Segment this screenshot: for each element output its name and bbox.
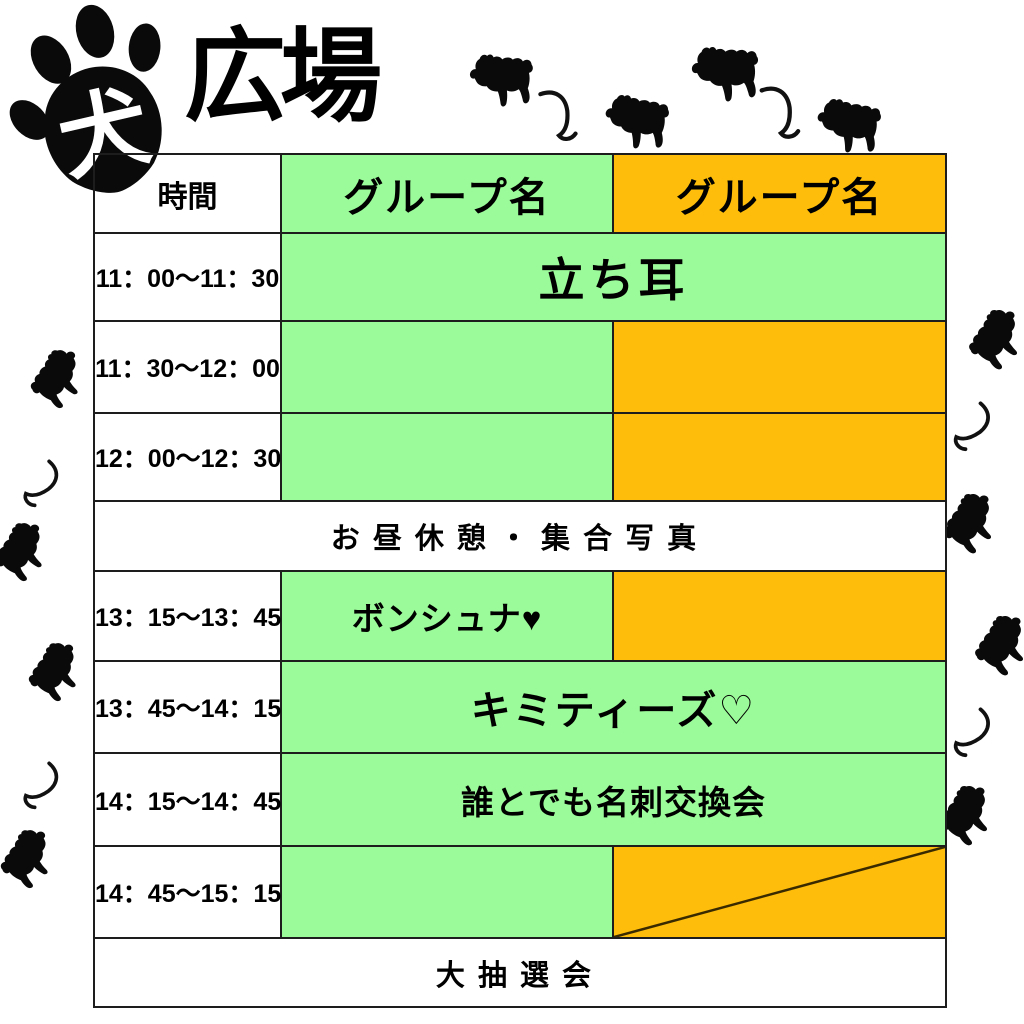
lottery-cell: 大抽選会 bbox=[93, 937, 947, 1008]
dog-silhouette-icon bbox=[956, 297, 1024, 380]
table-row: 13：45～14：15 キミティーズ♡ bbox=[93, 660, 947, 754]
jump-arc-icon bbox=[938, 397, 1005, 460]
dog-silhouette-icon bbox=[603, 92, 673, 152]
header-group-a-cell: グループ名 bbox=[280, 153, 614, 234]
lunch-break-row: お昼休憩・集合写真 bbox=[93, 500, 947, 572]
time-cell: 12：00～12：30 bbox=[93, 412, 282, 502]
jump-arc-icon bbox=[938, 703, 1005, 766]
table-row: 14：15～14：45 誰とでも名刺交換会 bbox=[93, 752, 947, 847]
event-cell: 誰とでも名刺交換会 bbox=[280, 752, 947, 847]
time-cell: 14：15～14：45 bbox=[93, 752, 282, 847]
time-cell: 11：00～11：30 bbox=[93, 232, 282, 322]
jump-arc-icon bbox=[8, 757, 72, 817]
table-row: 11：00～11：30 立ち耳 bbox=[93, 232, 947, 322]
table-row: 13：15～13：45 ボンシュナ♥ bbox=[93, 570, 947, 662]
table-row: 14：45～15：15 bbox=[93, 845, 947, 939]
dog-silhouette-icon bbox=[815, 96, 885, 156]
jump-arc-icon bbox=[8, 455, 72, 515]
dog-silhouette-icon bbox=[0, 818, 70, 899]
event-cell-empty bbox=[280, 845, 614, 939]
schedule-table: 時間 グループ名 グループ名 11：00～11：30 立ち耳 11：30～12：… bbox=[93, 153, 947, 1008]
diagonal-slash-line bbox=[614, 847, 945, 937]
event-cell-empty bbox=[280, 320, 614, 414]
event-cell: ボンシュナ♥ bbox=[280, 570, 614, 662]
event-cell-empty bbox=[612, 320, 947, 414]
jump-arc-icon bbox=[757, 84, 805, 144]
table-row: 12：00～12：30 bbox=[93, 412, 947, 502]
header-time-cell: 時間 bbox=[93, 153, 282, 234]
header-group-b-cell: グループ名 bbox=[612, 153, 947, 234]
time-cell: 13：15～13：45 bbox=[93, 570, 282, 662]
time-cell: 14：45～15：15 bbox=[93, 845, 282, 939]
event-cell-empty bbox=[612, 570, 947, 662]
event-cell: キミティーズ♡ bbox=[280, 660, 947, 754]
event-cell: 立ち耳 bbox=[280, 232, 947, 322]
header-row: 時間 グループ名 グループ名 bbox=[93, 153, 947, 234]
dog-silhouette-icon bbox=[18, 338, 99, 419]
dog-silhouette-icon bbox=[962, 603, 1024, 686]
time-cell: 13：45～14：15 bbox=[93, 660, 282, 754]
event-cell-crossed-out bbox=[612, 845, 947, 939]
dog-silhouette-icon bbox=[0, 511, 64, 592]
dog-silhouette-icon bbox=[16, 631, 97, 712]
jump-arc-icon bbox=[536, 88, 582, 146]
lottery-row: 大抽選会 bbox=[93, 937, 947, 1008]
page-title: 広場 bbox=[184, 20, 382, 134]
table-row: 11：30～12：00 bbox=[93, 320, 947, 414]
dog-silhouette-icon bbox=[465, 47, 541, 114]
event-cell-empty bbox=[612, 412, 947, 502]
time-cell: 11：30～12：00 bbox=[93, 320, 282, 414]
lunch-break-cell: お昼休憩・集合写真 bbox=[93, 500, 947, 572]
event-cell-empty bbox=[280, 412, 614, 502]
dog-silhouette-icon bbox=[686, 37, 768, 110]
